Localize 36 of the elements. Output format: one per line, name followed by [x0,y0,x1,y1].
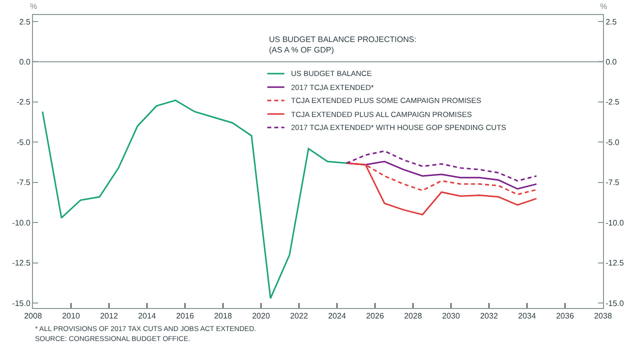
x-tick-label: 2034 [518,312,536,321]
y2-tick-label: -5.0 [606,138,620,147]
x-tick-label: 2014 [138,312,156,321]
y-tick-label: -15.0 [12,298,31,308]
x-tick-label: 2018 [214,312,232,321]
y2-tick-label: -10.0 [606,218,624,228]
x-tick-label: 2038 [594,312,612,321]
y-tick-label: -5.0 [16,138,31,147]
y-tick-label: -10.0 [12,218,31,228]
x-tick-label: 2030 [442,312,460,321]
y2-tick-label: -15.0 [606,298,624,308]
y-tick-label: 0.0 [19,57,31,66]
y-axis-title: % [30,2,38,11]
x-tick-label: 2020 [252,312,270,321]
y2-tick-label: -12.5 [606,258,624,268]
x-tick-label: 2026 [366,312,384,321]
x-tick-label: 2028 [404,312,422,321]
x-tick-label: 2010 [62,312,80,321]
y-tick-label: -7.5 [16,178,31,188]
text: US BUDGET BALANCE PROJECTIONS: [269,35,416,44]
x-tick-label: 2008 [24,312,42,321]
y-tick-label: 2.5 [19,17,31,26]
y-tick-label: -12.5 [12,258,31,268]
x-tick-label: 2036 [556,312,574,321]
y2-tick-label: 2.5 [606,17,618,26]
x-tick-label: 2022 [290,312,308,321]
x-tick-label: 2024 [328,312,346,321]
x-tick-label: 2012 [100,312,118,321]
x-tick-label: 2032 [480,312,498,321]
y-tick-label: -2.5 [16,98,31,107]
text: (AS A % OF GDP) [269,45,334,54]
y2-tick-label: 0.0 [606,57,618,66]
y2-axis-title: % [600,2,608,11]
y2-tick-label: -2.5 [606,98,620,107]
x-tick-label: 2016 [176,312,194,321]
y2-tick-label: -7.5 [606,178,620,188]
